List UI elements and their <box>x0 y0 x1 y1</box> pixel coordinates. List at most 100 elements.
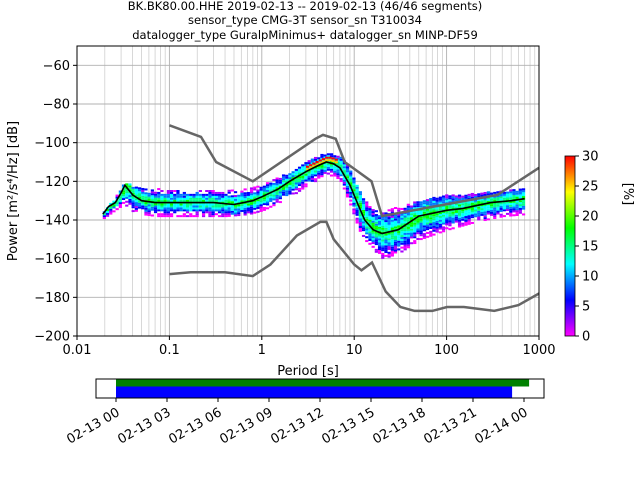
heatmap-cell <box>176 207 180 210</box>
heatmap-cell <box>521 213 526 216</box>
heatmap-cell <box>432 198 436 201</box>
heatmap-cell <box>390 208 394 211</box>
heatmap-cell <box>457 221 462 224</box>
heatmap-cell <box>381 249 385 252</box>
heatmap-cell <box>160 199 164 202</box>
heatmap-cell <box>467 209 471 212</box>
heatmap-cell <box>422 221 426 224</box>
heatmap-cell <box>502 215 506 218</box>
heatmap-cell <box>243 198 247 201</box>
heatmap-cell <box>368 223 372 226</box>
heatmap-cell <box>240 208 244 211</box>
timeline-tick-label: 02-13 06 <box>166 405 224 447</box>
heatmap-cell <box>150 197 154 200</box>
heatmap-cell <box>182 199 186 202</box>
heatmap-cell <box>294 182 298 185</box>
heatmap-cell <box>429 209 433 212</box>
heatmap-cell <box>384 237 388 240</box>
heatmap-cell <box>315 163 319 166</box>
heatmap-cell <box>339 160 343 163</box>
heatmap-cell <box>342 164 346 167</box>
heatmap-cell <box>355 221 359 224</box>
heatmap-cell <box>416 212 420 215</box>
heatmap-cell <box>435 213 439 216</box>
heatmap-cell <box>413 242 417 245</box>
heatmap-cell <box>237 198 241 201</box>
heatmap-cell <box>445 221 449 224</box>
heatmap-cell <box>464 204 468 207</box>
heatmap-cell <box>352 189 356 192</box>
heatmap-cell <box>153 203 158 206</box>
colorbar-tick-label: 30 <box>582 150 599 165</box>
heatmap-cell <box>425 216 430 219</box>
heatmap-cell <box>285 188 289 191</box>
heatmap-cell <box>422 236 426 239</box>
heatmap-cell <box>435 218 439 221</box>
heatmap-cell <box>381 216 385 219</box>
heatmap-cell <box>441 220 446 223</box>
heatmap-cell <box>141 187 145 190</box>
heatmap-cell <box>473 199 478 202</box>
heatmap-cell <box>470 204 474 207</box>
heatmap-cell <box>256 191 260 194</box>
heatmap-cell <box>473 211 478 214</box>
heatmap-cell <box>403 213 407 216</box>
heatmap-cell <box>192 203 196 206</box>
heatmap-cell <box>134 190 138 193</box>
heatmap-cell <box>448 204 452 207</box>
heatmap-cell <box>144 196 148 199</box>
heatmap-cell <box>512 210 516 213</box>
heatmap-cell <box>217 197 222 200</box>
heatmap-cell <box>153 195 158 198</box>
heatmap-cell <box>425 235 430 238</box>
nlnm-curve <box>169 220 540 313</box>
heatmap-cell <box>406 213 410 216</box>
heatmap-cell <box>345 191 350 194</box>
heatmap-cell <box>163 209 167 212</box>
heatmap-cell <box>371 234 375 237</box>
heatmap-cell <box>131 192 135 195</box>
heatmap-cell <box>371 222 375 225</box>
heatmap-cell <box>240 198 244 201</box>
heatmap-cell <box>384 245 388 248</box>
heatmap-cell <box>435 215 439 218</box>
heatmap-cell <box>470 202 474 205</box>
heatmap-cell <box>397 221 401 224</box>
heatmap-cell <box>499 198 503 201</box>
heatmap-cell <box>253 196 257 199</box>
heatmap-cell <box>157 209 161 212</box>
heatmap-cell <box>470 208 474 211</box>
heatmap-cell <box>173 195 177 198</box>
heatmap-cell <box>441 218 446 221</box>
heatmap-cell <box>272 196 276 199</box>
heatmap-cell <box>157 193 161 196</box>
heatmap-cell <box>422 211 426 214</box>
heatmap-cell <box>345 181 350 184</box>
plot-background <box>77 46 539 336</box>
heatmap-cell <box>201 195 206 198</box>
heatmap-cell <box>365 224 369 227</box>
heatmap-cell <box>163 211 167 214</box>
heatmap-cell <box>406 232 410 235</box>
heatmap-cell <box>301 164 305 167</box>
heatmap-cell <box>189 203 193 206</box>
heatmap-cell <box>457 196 462 199</box>
timeline-tick-label: 02-13 09 <box>217 405 275 447</box>
chart-title-line-1: BK.BK80.00.HHE 2019-02-13 -- 2019-02-13 … <box>128 0 482 13</box>
heatmap-cell <box>400 207 404 210</box>
heatmap-cell <box>166 207 170 210</box>
colorbar <box>564 155 576 337</box>
heatmap-cell <box>518 202 522 205</box>
heatmap-cell <box>464 221 468 224</box>
heatmap-cell <box>467 222 471 225</box>
heatmap-cell <box>441 222 446 225</box>
heatmap-cell <box>425 208 430 211</box>
heatmap-cell <box>425 224 430 227</box>
heatmap-cell <box>355 198 359 201</box>
chart-title-line-3: datalogger_type GuralpMinimus+ datalogge… <box>132 28 478 42</box>
heatmap-cell <box>189 199 193 202</box>
heatmap-cell <box>406 228 410 231</box>
heatmap-cell <box>451 211 455 214</box>
heatmap-cell <box>470 206 474 209</box>
heatmap-cell <box>381 222 385 225</box>
